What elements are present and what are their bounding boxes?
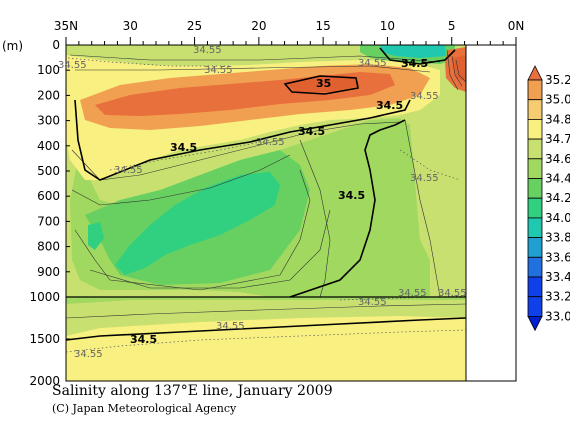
y-tick-label: 700 (37, 214, 60, 228)
contour-label-bold: 35 (316, 77, 331, 90)
thin-contours (65, 54, 467, 319)
y-tick-label: 1000 (29, 290, 60, 304)
field-minimum-core-left (88, 222, 104, 250)
y-tick-label: 0 (52, 38, 60, 52)
contour-label-thin: 34.55 (358, 58, 387, 69)
contour-label-thin: 34.55 (398, 288, 427, 299)
colorbar-label: 33.2 (545, 290, 570, 304)
colorbar-swatch (527, 99, 543, 120)
chart-title: Salinity along 137°E line, January 2009 (52, 383, 333, 399)
contour-label-thin: 34.55 (216, 321, 245, 332)
colorbar-swatch (527, 119, 543, 140)
field-lower-green-layer (66, 297, 466, 304)
colorbar-label: 34.6 (545, 152, 570, 166)
y-tick-label: 300 (37, 114, 60, 128)
plot-outer-frame (65, 44, 517, 382)
colorbar-label: 33.8 (545, 231, 570, 245)
contour-labels: 34.5 35 34.5 34.5 34.5 34.5 34.5 34.55 3… (58, 45, 467, 360)
colorbar-swatch (527, 178, 543, 199)
y-tick-label: 500 (37, 164, 60, 178)
contour-label-bold: 34.5 (298, 125, 325, 138)
chart-credit: (C) Japan Meteorological Agency (52, 402, 237, 415)
x-axis: 35N 30 25 20 15 10 5 0N (54, 19, 524, 45)
y-tick-label: 200 (37, 88, 60, 102)
x-tick-label: 10 (380, 19, 395, 33)
x-tick-label: 0N (508, 19, 525, 33)
y-axis: 0 100 200 300 400 500 600 700 800 900 1000 1500 2000 (29, 38, 70, 388)
contour-label-thin: 34.55 (358, 297, 387, 308)
contour-label-thin: 34.55 (58, 60, 87, 71)
contour-label-thin: 34.55 (193, 45, 222, 56)
contour-label-thin: 34.55 (410, 91, 439, 102)
bold-contours (65, 47, 467, 341)
colorbar-swatch (527, 276, 543, 298)
colorbar-swatch (527, 158, 543, 179)
contour-label-bold: 34.5 (338, 189, 365, 202)
equatorial-contours (446, 49, 467, 91)
x-tick-label: 35N (54, 19, 78, 33)
y-tick-label: 100 (37, 63, 60, 77)
colorbar-label: 34.0 (545, 211, 570, 225)
contour-label-thin: 34.55 (114, 165, 143, 176)
colorbar-label: 35.0 (545, 93, 570, 107)
contour-label-bold: 34.5 (130, 333, 157, 346)
y-tick-label: 1500 (29, 332, 60, 346)
contour-label-thin: 34.55 (74, 349, 103, 360)
x-tick-label: 15 (316, 19, 331, 33)
x-tick-label: 25 (187, 19, 202, 33)
x-tick-label: 20 (251, 19, 266, 33)
colorbar: 35.2 35.0 34.8 34.7 34.6 34.4 34.2 34.0 33.8 33.6… (527, 65, 570, 332)
colorbar-label: 34.8 (545, 112, 570, 126)
colorbar-bottom-arrow (527, 316, 543, 332)
contour-label-thin: 34.55 (256, 137, 285, 148)
y-axis-unit: (m) (2, 39, 23, 53)
colorbar-swatch (527, 197, 543, 219)
y-tick-label: 600 (37, 189, 60, 203)
contour-label-thin: 34.55 (410, 173, 439, 184)
y-tick-label: 400 (37, 139, 60, 153)
contour-label-bold: 34.5 (376, 99, 403, 112)
colorbar-label: 33.6 (545, 250, 570, 264)
x-tick-label: 5 (448, 19, 456, 33)
y-tick-label: 2000 (29, 374, 60, 388)
colorbar-swatch (527, 138, 543, 160)
colorbar-label: 34.2 (545, 191, 570, 205)
contour-label-bold: 34.5 (401, 57, 428, 70)
colorbar-label: 34.4 (545, 172, 570, 186)
colorbar-swatch (527, 79, 543, 101)
colorbar-swatch (527, 296, 543, 317)
contour-label-bold: 34.5 (170, 141, 197, 154)
colorbar-label: 33.4 (545, 270, 570, 284)
colorbar-swatch (527, 256, 543, 278)
field-surface-fresh-core (380, 45, 446, 58)
colorbar-swatch (527, 217, 543, 238)
y-tick-label: 900 (37, 265, 60, 279)
field-minimum-core (115, 172, 280, 275)
colorbar-label: 34.7 (545, 132, 570, 146)
contour-label-thin: 34.55 (438, 288, 467, 299)
contour-label-thin: 34.55 (204, 65, 233, 76)
x-tick-label: 30 (123, 19, 138, 33)
y-tick-label: 800 (37, 240, 60, 254)
colorbar-label: 33.0 (545, 309, 570, 323)
colorbar-label: 35.2 (545, 73, 570, 87)
colorbar-swatch (527, 237, 543, 258)
